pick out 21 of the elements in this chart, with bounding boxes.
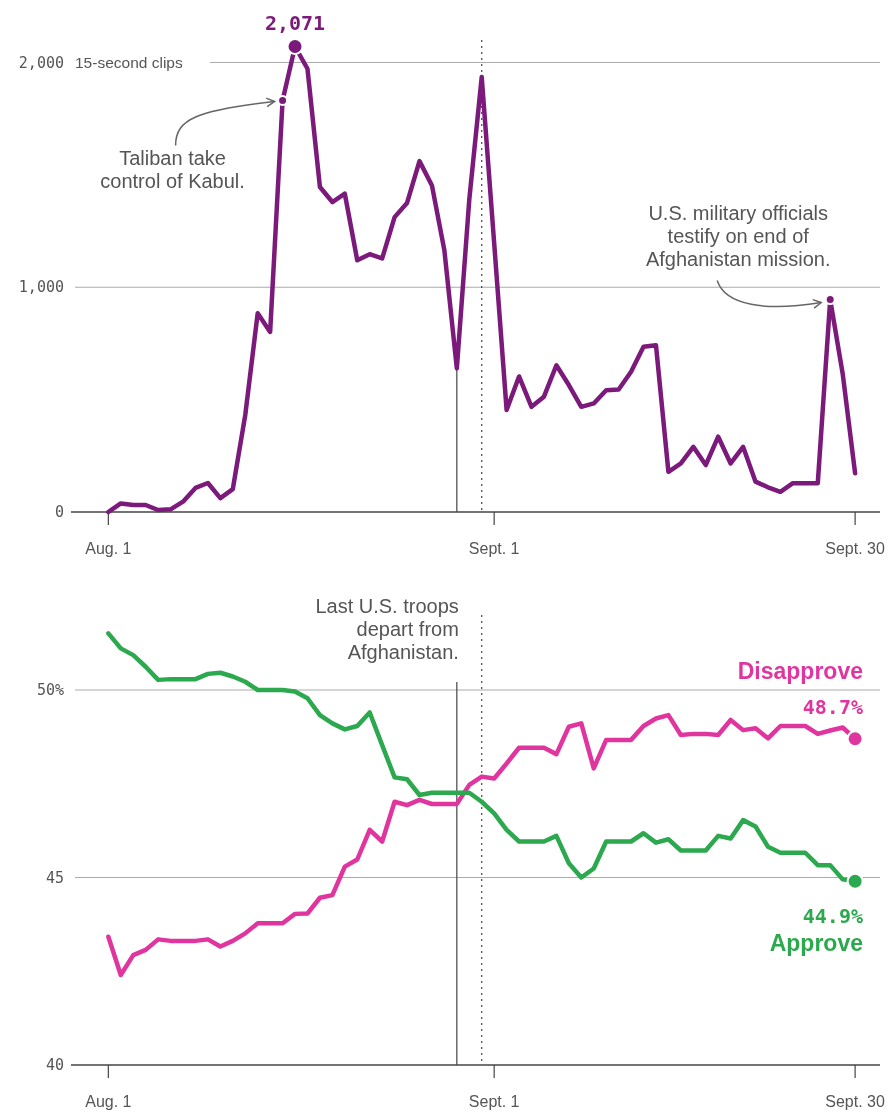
series-label: Approve (769, 930, 863, 957)
y-axis-title: 15-second clips (75, 53, 183, 71)
x-tick-label: Aug. 1 (85, 540, 132, 557)
series-label: Disapprove (737, 657, 863, 684)
x-tick-label: Sept. 1 (468, 540, 520, 557)
y-tick-label: 50% (36, 681, 64, 700)
x-tick-label: Sept. 1 (468, 1093, 520, 1110)
x-tick-label: Sept. 30 (825, 540, 886, 557)
y-tick-label: 0 (54, 503, 64, 522)
data-label: 48.7% (802, 694, 863, 719)
y-tick-label: 1,000 (18, 278, 64, 297)
y-tick-label: 40 (45, 1056, 64, 1075)
data-label: 44.9% (802, 904, 863, 929)
x-tick-label: Sept. 30 (825, 1093, 886, 1110)
annotation: Taliban take control of Kabul. (100, 147, 245, 193)
ref-line-label: Last U.S. troops depart from Afghanistan. (315, 595, 459, 663)
data-label: 2,071 (264, 10, 326, 35)
y-tick-label: 2,000 (18, 53, 64, 72)
annotation: U.S. military officials testify on end of Afghanistan mission. (645, 201, 831, 270)
y-tick-label: 45 (45, 868, 64, 887)
x-tick-label: Aug. 1 (85, 1093, 132, 1110)
